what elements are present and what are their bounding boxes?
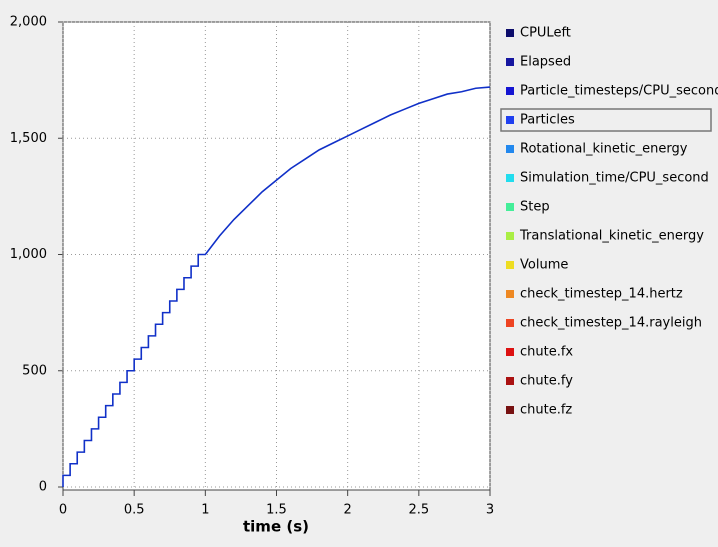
legend-label[interactable]: Particle_timesteps/CPU_second bbox=[520, 84, 718, 99]
legend-label[interactable]: Volume bbox=[520, 258, 568, 273]
y-tick-label: 1,000 bbox=[10, 247, 47, 262]
y-tick-label: 0 bbox=[39, 480, 47, 495]
x-tick-label: 3 bbox=[486, 503, 494, 518]
legend-swatch[interactable] bbox=[506, 174, 514, 182]
x-tick-label: 0 bbox=[59, 503, 67, 518]
legend-label[interactable]: chute.fy bbox=[520, 374, 573, 389]
legend-swatch[interactable] bbox=[506, 290, 514, 298]
legend-swatch[interactable] bbox=[506, 348, 514, 356]
legend-label[interactable]: CPULeft bbox=[520, 26, 571, 41]
legend-label[interactable]: Simulation_time/CPU_second bbox=[520, 171, 709, 186]
legend-swatch[interactable] bbox=[506, 29, 514, 37]
legend-selection bbox=[500, 108, 712, 132]
x-tick-label: 0.5 bbox=[124, 503, 145, 518]
legend-swatch[interactable] bbox=[506, 145, 514, 153]
x-tick-label: 1 bbox=[201, 503, 209, 518]
legend-swatch[interactable] bbox=[506, 406, 514, 414]
legend-label[interactable]: Elapsed bbox=[520, 55, 571, 70]
legend-label[interactable]: check_timestep_14.rayleigh bbox=[520, 316, 702, 331]
legend-swatch[interactable] bbox=[506, 116, 514, 124]
legend-swatch[interactable] bbox=[506, 261, 514, 269]
data-line bbox=[62, 86, 491, 487]
legend-swatch[interactable] bbox=[506, 319, 514, 327]
legend-swatch[interactable] bbox=[506, 58, 514, 66]
x-tick-label: 2.5 bbox=[408, 503, 429, 518]
legend-label[interactable]: Translational_kinetic_energy bbox=[519, 229, 704, 244]
legend-label[interactable]: chute.fx bbox=[520, 345, 573, 360]
x-tick-label: 2 bbox=[344, 503, 352, 518]
legend-swatch[interactable] bbox=[506, 87, 514, 95]
legend-label[interactable]: Step bbox=[520, 200, 550, 215]
legend-label[interactable]: Rotational_kinetic_energy bbox=[520, 142, 688, 157]
legend-label[interactable]: check_timestep_14.hertz bbox=[520, 287, 683, 302]
y-tick-label: 500 bbox=[22, 363, 47, 378]
plot-area bbox=[62, 21, 491, 491]
legend-label[interactable]: chute.fz bbox=[520, 403, 572, 418]
y-tick-label: 2,000 bbox=[10, 15, 47, 30]
x-axis-title: time (s) bbox=[243, 518, 309, 536]
legend-swatch[interactable] bbox=[506, 203, 514, 211]
y-tick-label: 1,500 bbox=[10, 131, 47, 146]
legend-label[interactable]: Particles bbox=[520, 113, 575, 128]
x-tick-label: 1.5 bbox=[266, 503, 287, 518]
legend-swatch[interactable] bbox=[506, 377, 514, 385]
legend-swatch[interactable] bbox=[506, 232, 514, 240]
